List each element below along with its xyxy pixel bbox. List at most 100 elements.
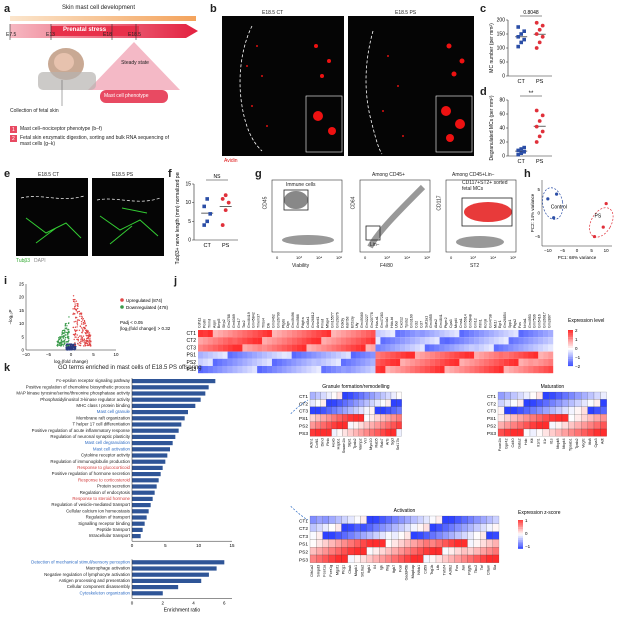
heat-cell	[340, 366, 347, 374]
y-axis-label: PC2: 14% variance	[530, 193, 535, 232]
go-bar	[132, 472, 161, 477]
heat-cell	[493, 344, 499, 352]
threshold-1: Padj < 0.05	[120, 320, 143, 325]
heat-cell	[429, 358, 435, 366]
heat-cell	[385, 406, 392, 415]
heat-cell	[257, 351, 263, 359]
heat-cell	[267, 358, 273, 366]
gene-label: Fcer1a	[323, 564, 327, 577]
heat-cell	[469, 366, 475, 374]
heat-cell	[342, 406, 348, 415]
gene-point-up	[88, 340, 91, 342]
heat-cell	[369, 406, 375, 415]
heat-cell	[380, 351, 386, 359]
heat-cell	[600, 414, 607, 422]
heat-cell	[335, 547, 342, 556]
heat-cell	[488, 351, 495, 359]
y-tick-label: −5	[535, 234, 541, 239]
heat-cell	[423, 547, 430, 556]
go-term-label: Peptide transport	[97, 527, 131, 532]
heat-cell	[483, 344, 490, 352]
gene-label: Gm26917	[543, 312, 547, 328]
heat-cell	[448, 554, 455, 563]
gene-label: Dlk	[266, 323, 270, 328]
heat-cell	[372, 531, 380, 540]
gene-point	[73, 349, 76, 351]
heat-cell	[497, 421, 505, 430]
heat-cell	[536, 406, 543, 415]
gene-point-up	[78, 342, 81, 344]
heat-cell	[404, 523, 411, 532]
y-tick-label: 100	[497, 46, 506, 52]
heat-cell	[311, 337, 317, 345]
gene-label: Fos	[455, 565, 459, 571]
heat-cell	[434, 358, 440, 366]
go-bar	[132, 527, 143, 532]
heat-cell	[267, 337, 273, 345]
heat-cell	[296, 366, 302, 374]
heat-cell	[315, 399, 321, 407]
heat-cell	[207, 337, 213, 345]
heat-cell	[291, 366, 297, 374]
heat-cell	[404, 515, 411, 524]
y-tick-label: 0	[502, 154, 505, 160]
gene-label: Gm4841	[439, 314, 443, 328]
y-axis-label: Degranulated MCs (per mm²)	[489, 95, 495, 160]
heat-cell	[454, 539, 462, 548]
heat-cell	[429, 344, 435, 352]
heat-cell	[390, 391, 397, 400]
heat-cell	[309, 554, 317, 563]
heat-cell	[398, 547, 405, 556]
panel-label-g: g	[255, 168, 262, 180]
heat-cell	[405, 366, 411, 374]
heat-cell	[340, 330, 347, 338]
row-label: CT1	[487, 394, 496, 400]
heat-cell	[375, 351, 381, 359]
heat-cell	[207, 358, 213, 366]
heat-cell	[370, 366, 376, 374]
heat-cell	[340, 344, 347, 352]
heat-cell	[309, 428, 316, 437]
heat-cell	[360, 337, 366, 345]
heat-cell	[353, 391, 359, 400]
heat-cell	[252, 344, 258, 352]
flow-tick-label: 0	[276, 255, 279, 260]
heat-cell	[198, 330, 204, 338]
heat-cell	[405, 358, 411, 366]
heat-cell	[444, 337, 450, 345]
heat-cell	[326, 406, 332, 415]
row-label: CT3	[187, 345, 197, 351]
gene-point-up	[81, 315, 83, 317]
x-tick-label: 0	[131, 600, 134, 605]
heat-cell	[309, 391, 316, 400]
control-label: Control	[551, 204, 567, 210]
heat-cell	[296, 358, 302, 366]
heat-cell	[354, 515, 361, 524]
gene-point-up	[84, 331, 86, 334]
heat-cell	[276, 366, 283, 374]
heat-cell	[538, 351, 544, 359]
gene-point-up	[72, 308, 74, 310]
gene-point-up	[80, 342, 82, 345]
legend-swatch	[518, 539, 523, 542]
heat-cell	[321, 337, 327, 345]
row-label: PS3	[299, 431, 308, 437]
heat-cell	[350, 337, 356, 345]
heat-cell	[328, 531, 336, 540]
gene-point-up	[86, 340, 88, 342]
flow-tick-label: 10⁴	[316, 255, 322, 260]
heat-cell	[493, 358, 499, 366]
heat-cell	[345, 337, 352, 345]
heat-cell	[424, 344, 430, 352]
heat-cell	[533, 330, 539, 338]
heat-cell	[375, 337, 381, 345]
gene-label: Gm5914	[464, 314, 468, 328]
heat-cell	[380, 421, 386, 430]
gene-label: Mfap4	[326, 318, 330, 328]
gene-point-up	[84, 343, 86, 345]
heat-cell	[543, 351, 549, 359]
panel-label-b: b	[210, 3, 217, 15]
go-bar	[132, 434, 176, 439]
heat-cell	[513, 351, 519, 359]
heat-cell	[497, 428, 505, 437]
